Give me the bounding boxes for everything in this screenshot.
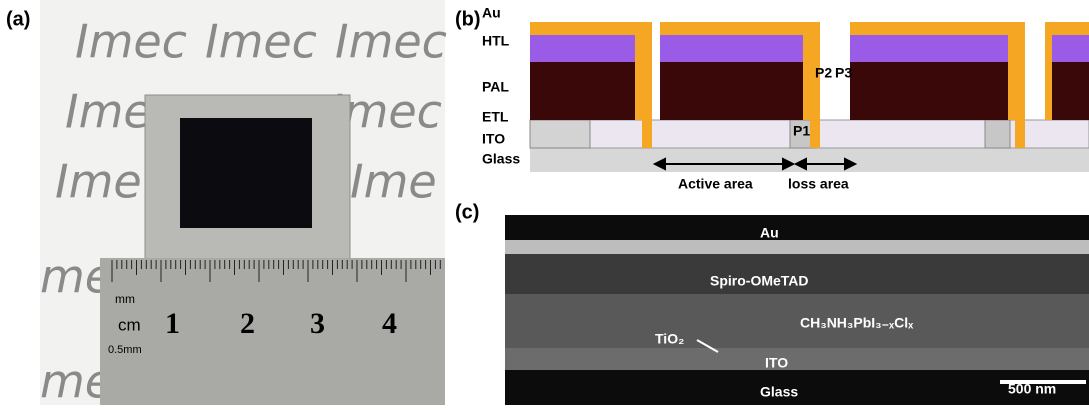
figure: Imec Imec Imec Imec Imec Ime Ime me me m… <box>0 0 1089 405</box>
scribe-label: P1 <box>793 123 810 139</box>
layer-label: Au <box>482 5 501 21</box>
scribe-label: P3 <box>835 65 852 81</box>
sem-label: Glass <box>760 384 798 400</box>
panel-label: (a) <box>6 8 30 30</box>
solar-module <box>180 118 312 228</box>
ruler-unit: mm <box>115 292 135 306</box>
layer-label: Glass <box>482 151 520 167</box>
ruler-number: 2 <box>240 307 255 340</box>
ruler-unit: 0.5mm <box>108 344 142 356</box>
watermark: Ime <box>55 155 142 209</box>
glass-layer <box>530 148 1089 172</box>
scale-label: 500 nm <box>1008 381 1056 397</box>
sem-label: TiO₂ <box>655 331 684 347</box>
etl-layer <box>530 120 590 148</box>
ruler-number: 3 <box>310 307 325 340</box>
sem-perovskite <box>505 294 1089 348</box>
region-label: Active area <box>678 176 753 192</box>
watermark: Imec <box>75 15 187 69</box>
sem-label: Au <box>760 225 779 241</box>
scribe-label: P2 <box>815 65 832 81</box>
layer-label: HTL <box>482 33 510 49</box>
sem-label: CH₃NH₃PbI₃₋ₓClₓ <box>800 315 914 331</box>
watermark: Ime <box>350 155 437 209</box>
ruler-number: 1 <box>165 307 180 340</box>
sem-au <box>505 240 1089 254</box>
region-label: loss area <box>788 176 849 192</box>
watermark: Imec <box>205 15 317 69</box>
ruler-unit: cm <box>118 315 141 334</box>
layer-label: ITO <box>482 131 505 147</box>
ruler-number: 4 <box>382 307 397 340</box>
panel-label: (c) <box>455 201 479 223</box>
panel-label: (b) <box>455 8 481 30</box>
sem-label: Spiro-OMeTAD <box>710 273 809 289</box>
sem-label: ITO <box>765 355 788 371</box>
sem-ito <box>505 348 1089 370</box>
watermark: Imec <box>335 15 447 69</box>
layer-label: PAL <box>482 79 509 95</box>
p1-scribe <box>985 120 1010 148</box>
layer-label: ETL <box>482 109 509 125</box>
